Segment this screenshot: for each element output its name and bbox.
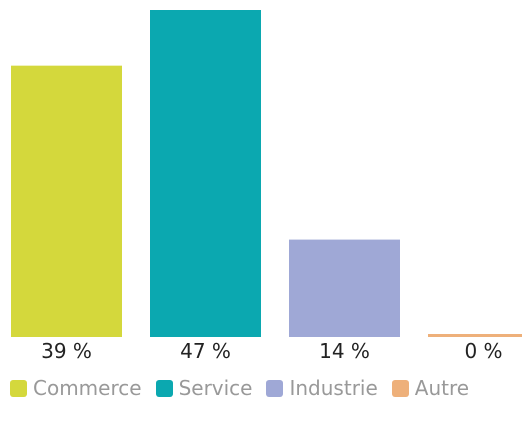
bar-industrie[interactable] — [289, 239, 400, 337]
legend-swatch-service — [155, 379, 173, 397]
value-label-industrie: 14 % — [319, 339, 370, 363]
legend-label-service: Service — [178, 376, 253, 400]
legend-label-industrie: Industrie — [289, 376, 378, 400]
legend-swatch-commerce — [10, 379, 27, 397]
bar-commerce[interactable] — [11, 65, 122, 337]
value-label-commerce: 39 % — [41, 339, 92, 363]
legend-item-commerce[interactable]: Commerce — [10, 376, 142, 400]
legend-item-service[interactable]: Service — [155, 376, 253, 400]
bar-chart: 39 % 47 % 14 % 0 % — [11, 10, 522, 363]
legend-item-industrie[interactable]: Industrie — [266, 376, 378, 400]
chart-legend: Commerce Service Industrie Autre — [10, 376, 469, 400]
legend-label-autre: Autre — [414, 376, 470, 400]
bar-service[interactable] — [150, 10, 261, 337]
legend-swatch-industrie — [266, 379, 284, 397]
legend-swatch-autre — [391, 379, 409, 397]
bar-autre[interactable] — [428, 334, 522, 337]
legend-label-commerce: Commerce — [33, 376, 142, 400]
value-label-autre: 0 % — [464, 339, 502, 363]
legend-item-autre[interactable]: Autre — [391, 376, 470, 400]
value-label-service: 47 % — [180, 339, 231, 363]
